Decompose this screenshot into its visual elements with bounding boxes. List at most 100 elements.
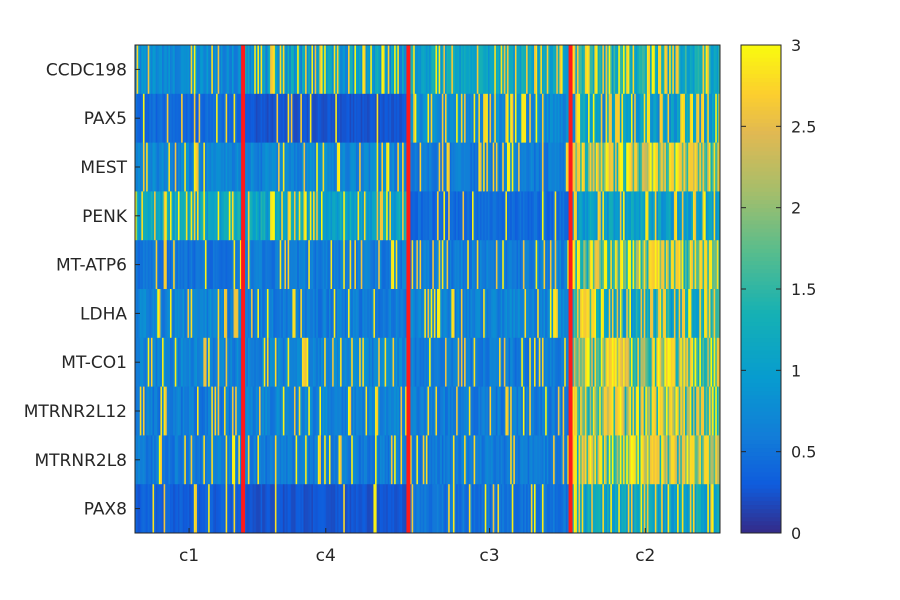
heatmap-cell: [416, 142, 419, 192]
heatmap-cell: [600, 435, 603, 485]
heatmap-cell: [556, 435, 559, 485]
heatmap-cell: [443, 484, 446, 534]
heatmap-cell: [317, 240, 320, 290]
heatmap-cell: [503, 93, 506, 143]
heatmap-cell: [389, 289, 392, 339]
heatmap-cell: [659, 484, 662, 534]
heatmap-cell: [521, 337, 524, 387]
heatmap-cell: [394, 337, 397, 387]
heatmap-cell: [421, 337, 424, 387]
heatmap-cell: [265, 45, 268, 95]
heatmap-cell: [673, 93, 676, 143]
heatmap-cell: [351, 240, 354, 290]
heatmap-cell: [646, 386, 649, 436]
heatmap-cell: [575, 191, 578, 241]
heatmap-cell: [452, 289, 455, 339]
heatmap-cell: [252, 142, 255, 192]
heatmap-cell: [324, 435, 327, 485]
heatmap-cell: [492, 240, 495, 290]
heatmap-cell: [530, 240, 533, 290]
heatmap-cell: [456, 45, 459, 95]
heatmap-cell: [694, 45, 697, 95]
heatmap-cell: [154, 142, 157, 192]
heatmap-cell: [335, 484, 338, 534]
heatmap-cell: [460, 435, 463, 485]
heatmap-cell: [381, 484, 384, 534]
heatmap-cell: [534, 484, 536, 534]
heatmap-cell: [142, 93, 145, 143]
heatmap-cell: [467, 191, 470, 241]
heatmap-cell: [320, 386, 323, 436]
heatmap-cell: [197, 435, 199, 485]
heatmap-cell: [645, 240, 648, 290]
heatmap-cell: [487, 386, 490, 436]
heatmap-cell: [371, 435, 374, 485]
heatmap-cell: [346, 191, 349, 241]
heatmap-cell: [576, 45, 579, 95]
heatmap-cell: [343, 484, 346, 534]
heatmap-cell: [623, 142, 626, 192]
heatmap-cell: [484, 386, 487, 436]
heatmap-cell: [634, 142, 637, 192]
heatmap-cell: [472, 484, 474, 534]
heatmap-cell: [529, 435, 532, 485]
heatmap-cell: [292, 240, 295, 290]
heatmap-cell: [162, 45, 165, 95]
heatmap-cell: [589, 93, 592, 143]
heatmap-cell: [460, 337, 463, 387]
heatmap-cell: [500, 45, 503, 95]
heatmap-cell: [616, 435, 619, 485]
heatmap-cell: [475, 435, 478, 485]
heatmap-cell: [543, 45, 546, 95]
heatmap-cell: [475, 240, 478, 290]
colorbar-segment: [741, 223, 781, 229]
heatmap-cell: [336, 289, 339, 339]
heatmap-cell: [184, 93, 187, 143]
heatmap-cell: [454, 484, 457, 534]
heatmap-cell: [297, 435, 300, 485]
heatmap-cell: [540, 435, 543, 485]
heatmap-cell: [562, 93, 565, 143]
heatmap-cell: [392, 337, 395, 387]
heatmap-cell: [224, 240, 227, 290]
heatmap-cell: [203, 191, 206, 241]
heatmap-cell: [500, 337, 503, 387]
heatmap-cell: [251, 435, 254, 485]
heatmap-cell: [664, 435, 667, 485]
heatmap-cell: [295, 45, 298, 95]
heatmap-cell: [149, 142, 152, 192]
heatmap-cell: [251, 93, 254, 143]
heatmap-cell: [251, 386, 254, 436]
heatmap-cell: [157, 142, 160, 192]
heatmap-cell: [634, 289, 637, 339]
heatmap-cell: [354, 435, 357, 485]
heatmap-cell: [712, 435, 715, 485]
heatmap-cell: [357, 45, 360, 95]
heatmap-cell: [486, 93, 489, 143]
heatmap-cell: [209, 337, 212, 387]
heatmap-cell: [147, 484, 150, 534]
heatmap-cell: [252, 240, 255, 290]
heatmap-cell: [491, 191, 494, 241]
colorbar-segment: [741, 106, 781, 111]
heatmap-cell: [324, 93, 327, 143]
heatmap-cell: [677, 45, 680, 95]
heatmap-cell: [556, 191, 559, 241]
heatmap-cell: [235, 142, 238, 192]
heatmap-cell: [320, 289, 323, 339]
heatmap-cell: [564, 45, 567, 95]
heatmap-cell: [640, 435, 643, 485]
heatmap-cell: [403, 386, 406, 436]
heatmap-cell: [554, 337, 557, 387]
heatmap-cell: [581, 45, 584, 95]
heatmap-cell: [327, 142, 330, 192]
heatmap-cell: [425, 191, 428, 241]
colorbar-segment: [741, 85, 781, 91]
heatmap-cell: [152, 484, 155, 534]
heatmap-cell: [443, 45, 446, 95]
heatmap-cell: [219, 142, 222, 192]
heatmap-cell: [141, 484, 144, 534]
heatmap-cell: [521, 484, 524, 534]
heatmap-cell: [559, 386, 562, 436]
heatmap-cell: [553, 45, 556, 95]
